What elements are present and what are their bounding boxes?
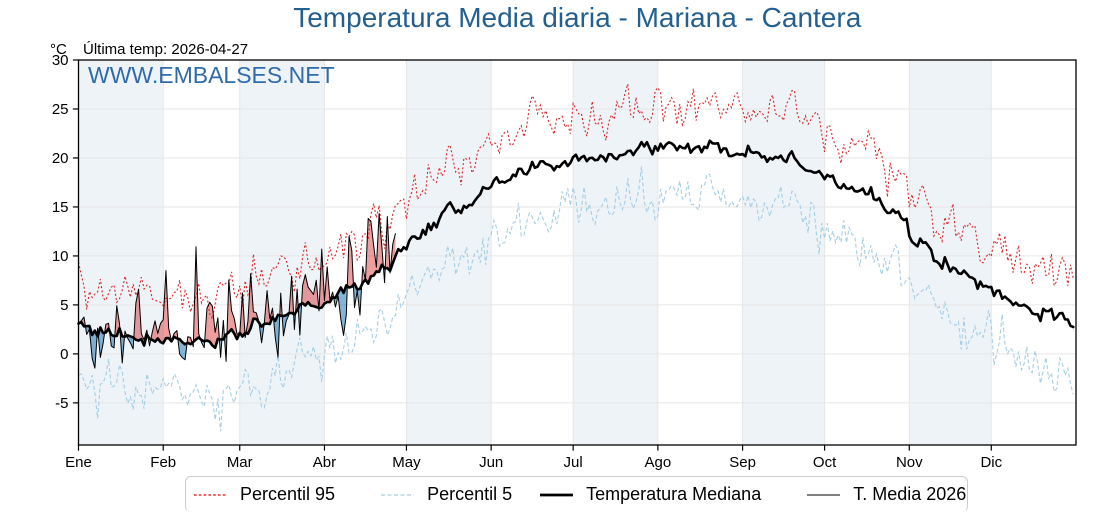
svg-text:5: 5 bbox=[60, 297, 68, 314]
svg-text:Oct: Oct bbox=[813, 454, 837, 471]
svg-text:Sep: Sep bbox=[729, 454, 756, 471]
svg-text:Jun: Jun bbox=[479, 454, 503, 471]
svg-text:25: 25 bbox=[52, 101, 69, 118]
svg-text:Dic: Dic bbox=[980, 454, 1002, 471]
svg-text:Feb: Feb bbox=[150, 454, 176, 471]
svg-text:Mar: Mar bbox=[227, 454, 253, 471]
svg-text:Nov: Nov bbox=[896, 454, 923, 471]
svg-text:-5: -5 bbox=[55, 395, 68, 412]
svg-text:10: 10 bbox=[52, 248, 69, 265]
svg-text:Abr: Abr bbox=[313, 454, 336, 471]
svg-text:Jul: Jul bbox=[564, 454, 583, 471]
svg-text:Ago: Ago bbox=[645, 454, 672, 471]
svg-text:0: 0 bbox=[60, 346, 68, 363]
svg-text:May: May bbox=[392, 454, 421, 471]
svg-text:15: 15 bbox=[52, 199, 69, 216]
svg-text:Ene: Ene bbox=[65, 454, 92, 471]
svg-text:20: 20 bbox=[52, 150, 69, 167]
